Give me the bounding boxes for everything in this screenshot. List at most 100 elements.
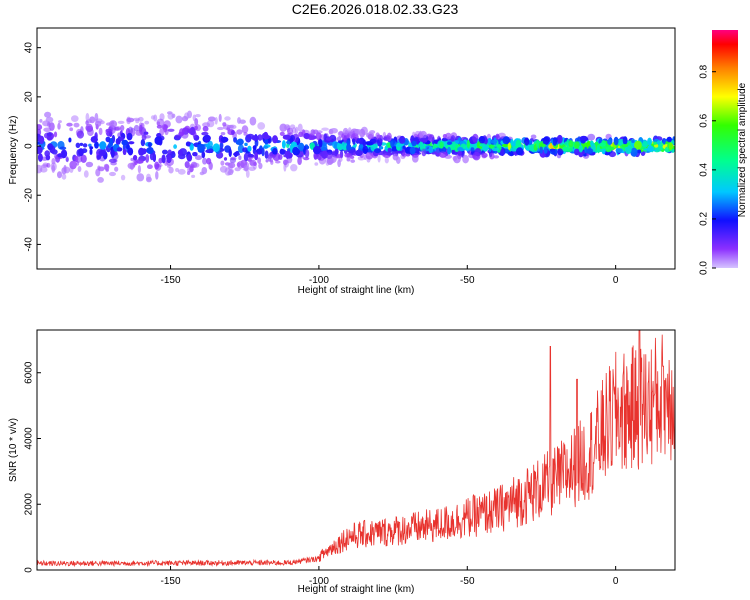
snr-y-label: SNR (10 * v/v) [8, 418, 19, 482]
snr-series-line [37, 330, 675, 568]
spectrogram-cell [205, 149, 214, 154]
spectrogram-x-label: Height of straight line (km) [298, 285, 415, 296]
spectrogram-cell [315, 132, 322, 140]
spectrogram-cell [110, 162, 117, 166]
spectrogram-cell [587, 133, 596, 141]
spectrogram-cell [557, 148, 564, 156]
spectrogram-cell [217, 126, 224, 131]
spectrogram-cell [272, 148, 278, 155]
spectrogram-cell [291, 141, 297, 147]
spectrogram-cell [65, 157, 69, 162]
spectrogram-cell [446, 141, 453, 145]
spectrogram-cell [156, 118, 165, 127]
spectrogram-cell [45, 154, 51, 161]
spectrogram-cell [346, 143, 352, 151]
spectrogram-cell [252, 145, 257, 151]
spectrogram-cell [447, 146, 451, 155]
spectrogram-cell [238, 155, 242, 160]
spectrogram-cell [46, 162, 51, 168]
spectrogram-cell [46, 132, 52, 137]
spectrogram-cell [224, 116, 231, 121]
spectrogram-cell [334, 148, 339, 155]
spectrogram-cell [137, 116, 144, 122]
spectrogram-cell [304, 149, 310, 158]
spectrogram-cell [495, 134, 500, 140]
spectrogram-cell [428, 134, 435, 142]
spectrogram-cell [137, 165, 141, 174]
spectrogram-cell [578, 145, 583, 153]
spectrogram-cell [510, 139, 514, 146]
spectrogram-cell [419, 137, 428, 143]
spectrogram-cell [294, 126, 299, 134]
snr-y-ticks: 0 2000 4000 6000 [24, 361, 41, 573]
spectrogram-cell [287, 127, 293, 135]
spectrogram-cell [103, 163, 110, 170]
spectrogram-cell [126, 132, 133, 141]
spectrogram-cell [386, 152, 393, 156]
spectrogram-cell [501, 143, 510, 148]
spectrogram-cell [43, 127, 52, 133]
spectrogram-cell [462, 155, 469, 164]
spectrogram-cell [321, 127, 329, 131]
spectrogram-cell [234, 167, 241, 172]
spectrogram-cell [236, 162, 241, 168]
spectrogram-cell [321, 150, 328, 159]
y-tick-label: -20 [24, 188, 35, 203]
spectrogram-cell [175, 115, 183, 124]
spectrogram-cell [38, 153, 43, 162]
spectrogram-cell [73, 122, 80, 128]
spectrogram-cell [158, 157, 163, 164]
spectrogram-cell [236, 138, 244, 146]
spectrogram-cell [201, 151, 206, 159]
spectrogram-cell [166, 154, 172, 164]
spectrogram-cell [78, 148, 84, 157]
spectrogram-cell [399, 135, 406, 144]
spectrogram-cell [37, 124, 43, 131]
spectrogram-cell [489, 152, 495, 160]
spectrogram-cell [76, 130, 84, 139]
spectrogram-cell [243, 132, 248, 136]
x-tick-label: -100 [309, 576, 329, 587]
spectrogram-cell [421, 148, 427, 157]
spectrogram-cell [450, 135, 456, 143]
spectrogram-cell [82, 143, 88, 148]
spectrogram-cell [387, 147, 392, 153]
spectrogram-cell [143, 131, 149, 135]
spectrogram-cell [336, 136, 342, 142]
spectrogram-cell [516, 147, 524, 156]
spectrogram-cell [351, 138, 356, 143]
spectrogram-cell [270, 160, 274, 165]
spectrogram-cell [411, 140, 417, 147]
x-tick-label: -50 [460, 275, 475, 286]
spectrogram-cell [282, 140, 286, 149]
spectrogram-cell [574, 141, 580, 150]
spectrogram-cell [173, 144, 178, 149]
spectrogram-cell [39, 119, 43, 123]
spectrogram-cell [83, 170, 89, 178]
colorbar-tick-label: 0.4 [699, 162, 710, 176]
spectrogram-cell [47, 143, 54, 151]
spectrogram-cell [97, 177, 104, 183]
spectrogram-cell [181, 116, 189, 122]
spectrogram-cell [128, 141, 135, 145]
spectrogram-cell [61, 173, 67, 180]
spectrogram-cell [303, 157, 310, 161]
spectrogram-cell [202, 126, 209, 132]
spectrogram-cell [175, 168, 180, 172]
spectrogram-cell [308, 134, 316, 141]
spectrogram-cell [177, 168, 186, 175]
spectrogram-cell [89, 148, 93, 155]
spectrogram-cell [573, 148, 580, 156]
spectrogram-cell [325, 137, 332, 141]
spectrogram-cell [653, 141, 658, 145]
spectrogram-cell [105, 168, 109, 172]
spectrogram-cell [37, 146, 43, 154]
spectrogram-cell [147, 164, 153, 169]
spectrogram-cell [39, 166, 48, 173]
spectrogram-cell [189, 164, 195, 169]
spectrogram-cell [266, 154, 273, 159]
spectrogram-cell [145, 154, 150, 163]
colorbar-tick-label: 0.6 [699, 113, 710, 127]
spectrogram-cell [369, 130, 376, 134]
